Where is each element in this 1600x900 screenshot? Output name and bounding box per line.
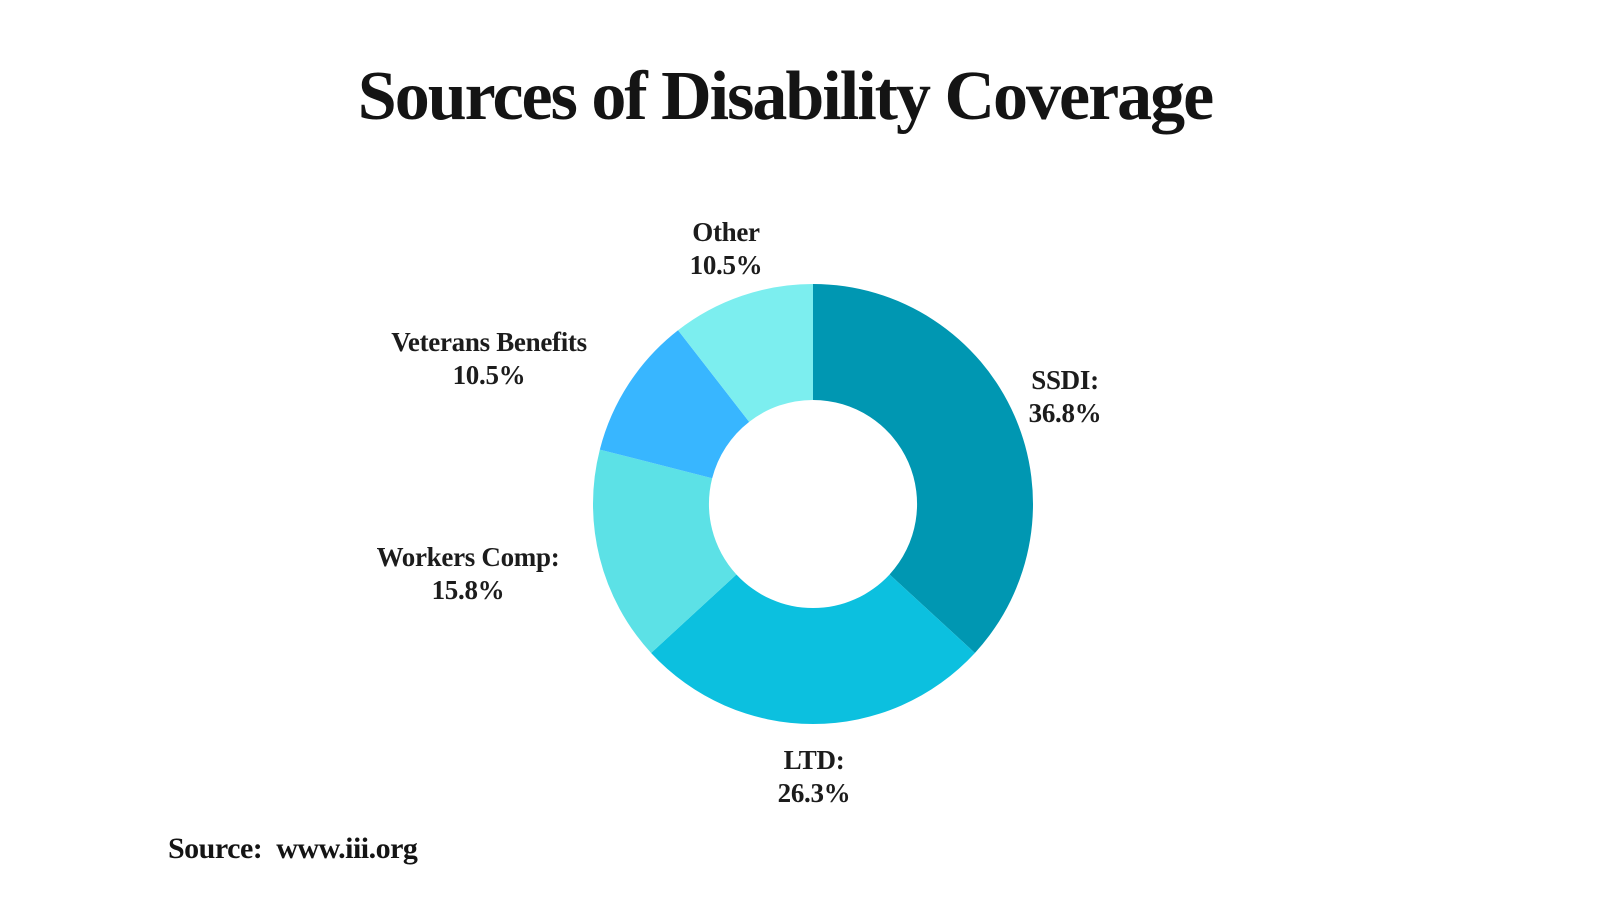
label-ltd-name: LTD: <box>783 745 845 775</box>
label-veterans-benefits-name: Veterans Benefits <box>391 327 587 357</box>
source-prefix: Source: <box>168 832 263 865</box>
label-veterans-benefits-value: 10.5% <box>452 360 526 390</box>
label-ssdi-name: SSDI: <box>1031 365 1099 395</box>
donut-segment-ltd <box>651 574 975 724</box>
label-other-value: 10.5% <box>689 250 763 280</box>
donut-segments <box>593 284 1033 724</box>
label-workers-comp: Workers Comp: 15.8% <box>377 541 560 607</box>
label-ltd-value: 26.3% <box>777 778 851 808</box>
source-url: www.iii.org <box>276 832 418 865</box>
source-line: Source: www.iii.org <box>168 832 418 866</box>
label-ssdi: SSDI: 36.8% <box>1029 364 1102 430</box>
chart-title: Sources of Disability Coverage <box>357 58 1214 135</box>
donut-segment-veterans-benefits <box>599 330 750 479</box>
label-veterans-benefits: Veterans Benefits 10.5% <box>391 326 587 392</box>
label-workers-comp-name: Workers Comp: <box>376 542 560 572</box>
donut-chart <box>593 284 1033 724</box>
label-other: Other 10.5% <box>690 216 763 282</box>
donut-segment-ssdi <box>813 284 1033 653</box>
label-workers-comp-value: 15.8% <box>431 575 505 605</box>
label-ssdi-value: 36.8% <box>1028 398 1102 428</box>
label-other-name: Other <box>692 217 760 247</box>
donut-segment-workers-comp <box>593 449 737 653</box>
donut-segment-other <box>678 284 813 422</box>
label-ltd: LTD: 26.3% <box>778 744 851 810</box>
